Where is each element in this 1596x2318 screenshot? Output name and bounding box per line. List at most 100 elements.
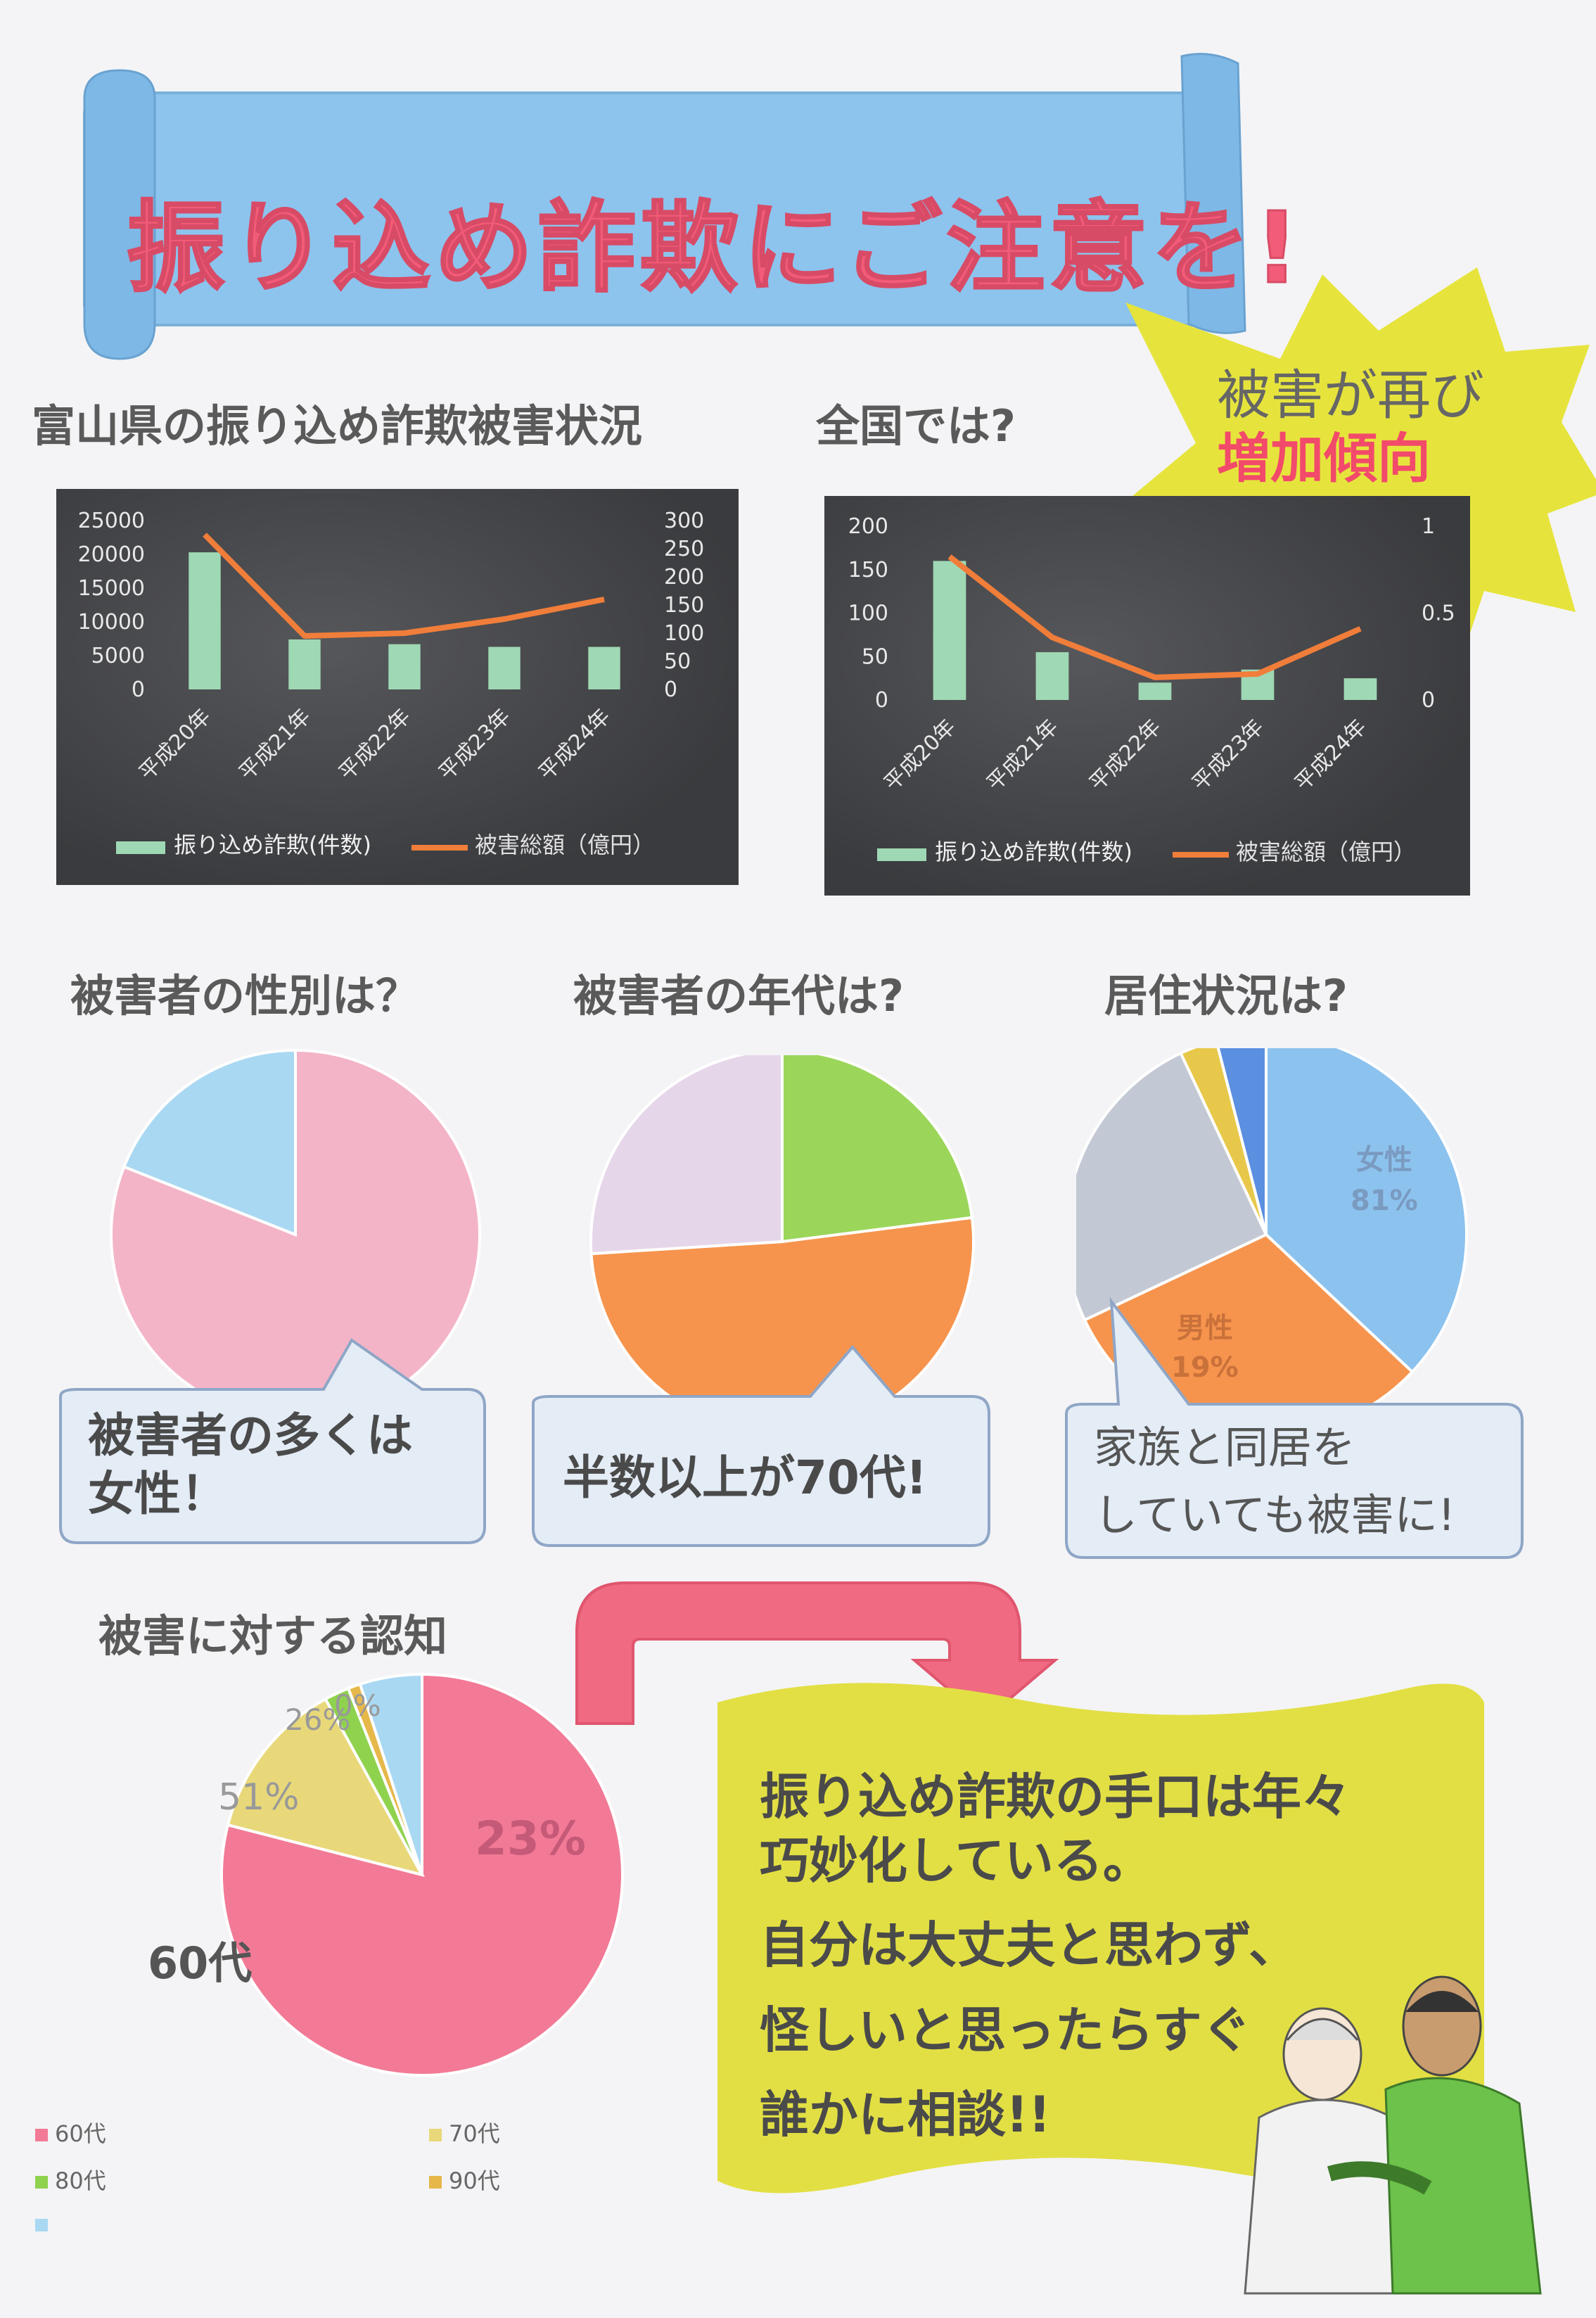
starburst-line2: 増加傾向 bbox=[1217, 427, 1431, 490]
legend-bar-swatch bbox=[877, 848, 926, 861]
y-left-tick-label: 100 bbox=[848, 601, 888, 626]
y-right-tick-label: 0 bbox=[664, 677, 677, 702]
bar bbox=[1035, 652, 1069, 700]
callout-gender bbox=[59, 1338, 486, 1544]
legend-aware-0: 60代 bbox=[35, 2116, 106, 2148]
callout-residence-text: 家族と同居を していても被害に! bbox=[1094, 1414, 1455, 1549]
heading-toyama: 富山県の振り込め詐欺被害状況 bbox=[32, 400, 643, 452]
chart-toyama: 0 5000 10000 15000 20000 25000 0 50 100 150 200 250… bbox=[56, 489, 739, 885]
banner-title: 振り込め詐欺にご注意を! bbox=[125, 191, 1304, 307]
bar bbox=[288, 639, 321, 689]
pie-slice bbox=[589, 1055, 784, 1256]
callout-residence-line2: していても被害に! bbox=[1094, 1489, 1456, 1541]
line-series bbox=[947, 554, 1362, 680]
res-couple-name: 女性 bbox=[1355, 1144, 1412, 1176]
pie-slice bbox=[1178, 1048, 1268, 1235]
callout-gender-text: 被害者の多くは 女性！ bbox=[88, 1407, 413, 1523]
advice-line1: 振り込め詐欺の手口は年々 bbox=[760, 1768, 1351, 1826]
y-right-tick-label: 0 bbox=[1422, 688, 1435, 713]
y-right-tick-label: 0.5 bbox=[1422, 601, 1455, 626]
legend-aware-3: 90代 bbox=[429, 2163, 500, 2196]
y-right-tick-label: 300 bbox=[664, 509, 704, 533]
y-left-tick-label: 0 bbox=[132, 677, 145, 702]
x-tick-label: 平成23年 bbox=[434, 704, 515, 785]
x-tick-label: 平成20年 bbox=[879, 715, 960, 796]
aware-13-pct: 51% bbox=[218, 1776, 300, 1819]
y-left-tick-label: 150 bbox=[848, 558, 888, 582]
pie-slice bbox=[1076, 1051, 1268, 1323]
y-left-tick-label: 50 bbox=[862, 644, 888, 669]
pie-slice bbox=[781, 1055, 974, 1244]
bar bbox=[933, 561, 966, 700]
aware-main-label: 60代 bbox=[148, 1937, 253, 1989]
y-left-tick-label: 15000 bbox=[78, 576, 145, 601]
legend-aware-1: 70代 bbox=[429, 2116, 500, 2148]
x-tick-label: 平成24年 bbox=[534, 704, 615, 785]
legend-aware-1-text: 70代 bbox=[449, 2120, 500, 2147]
res-alone-pct: 19% bbox=[1171, 1351, 1239, 1384]
y-right-tick-label: 1 bbox=[1422, 514, 1435, 539]
aware-2-pct: 26% bbox=[285, 1702, 351, 1737]
callout-age-text: 半数以上が70代! bbox=[563, 1451, 927, 1505]
arrow-icon bbox=[575, 1581, 1059, 1725]
callout-age bbox=[532, 1344, 990, 1547]
banner bbox=[83, 53, 1246, 360]
legend-aware-3-text: 90代 bbox=[449, 2167, 500, 2194]
y-left-tick-label: 10000 bbox=[78, 610, 145, 635]
advice-line2: 巧妙化している。 bbox=[760, 1831, 1152, 1890]
y-right-tick-label: 150 bbox=[664, 593, 704, 618]
y-left-tick-label: 0 bbox=[875, 688, 888, 713]
callout-gender-line1: 被害者の多くは bbox=[88, 1408, 413, 1463]
pie-slice bbox=[226, 1697, 425, 1878]
legend-swatch bbox=[429, 2129, 442, 2141]
legend-bar-swatch bbox=[116, 841, 165, 854]
advice-line5: 誰かに相談!! bbox=[760, 2086, 1051, 2144]
legend-bar-label: 振り込め詐欺(件数) bbox=[935, 839, 1132, 865]
bar bbox=[388, 644, 421, 689]
legend-aware-2: 80代 bbox=[35, 2163, 106, 2196]
legend-line-label: 被害総額（億円） bbox=[475, 832, 655, 858]
legend-aware-2-text: 80代 bbox=[55, 2167, 106, 2194]
x-tick-label: 平成24年 bbox=[1290, 715, 1371, 796]
pie-slice bbox=[122, 1048, 297, 1237]
y-left-tick-label: 200 bbox=[848, 514, 888, 539]
legend-aware-0-text: 60代 bbox=[55, 2120, 106, 2147]
chart-national: 0 50 100 150 200 0 0.5 1 平成20年 平成21年 平成22年 平成23年 平成2… bbox=[824, 496, 1470, 896]
advice-line3: 自分は大丈夫と思わず、 bbox=[760, 1916, 1298, 1974]
chart-national-svg: 0 50 100 150 200 0 0.5 1 平成20年 平成21年 平成22年 平成23年 平成2… bbox=[848, 514, 1455, 865]
heading-awareness: 被害に対する認知 bbox=[98, 1610, 448, 1662]
y-left-tick-label: 5000 bbox=[91, 644, 145, 668]
heading-gender: 被害者の性別は？ bbox=[70, 970, 420, 1021]
callout-residence bbox=[1065, 1297, 1524, 1559]
res-couple-label: 女性 81% bbox=[1351, 1140, 1418, 1221]
heading-age: 被害者の年代は? bbox=[573, 970, 904, 1021]
pie-slice bbox=[358, 1672, 423, 1876]
pie-awareness bbox=[220, 1672, 624, 2077]
pie-slice bbox=[1216, 1048, 1268, 1235]
legend-aware-4 bbox=[35, 2210, 55, 2237]
y-right-tick-label: 100 bbox=[664, 621, 704, 646]
bar bbox=[1343, 678, 1377, 700]
line-series bbox=[203, 533, 605, 639]
res-alone-name: 男性 bbox=[1176, 1312, 1233, 1344]
x-tick-label: 平成22年 bbox=[334, 704, 415, 785]
pie-slice bbox=[1265, 1048, 1468, 1374]
aware-79-pct: 23% bbox=[475, 1811, 586, 1866]
legend-bar-label: 振り込め詐欺(件数) bbox=[174, 832, 371, 858]
legend-line-label: 被害総額（億円） bbox=[1236, 839, 1416, 865]
bar bbox=[488, 647, 521, 689]
chart-toyama-svg: 0 5000 10000 15000 20000 25000 0 50 100 150 200 250… bbox=[78, 509, 705, 858]
x-tick-label: 平成21年 bbox=[234, 704, 315, 785]
x-tick-label: 平成21年 bbox=[982, 715, 1063, 796]
legend-swatch bbox=[35, 2176, 48, 2189]
legend-swatch bbox=[35, 2129, 48, 2141]
heading-national: 全国では? bbox=[816, 400, 1016, 452]
y-right-tick-label: 50 bbox=[664, 649, 691, 674]
y-right-tick-label: 200 bbox=[664, 565, 704, 590]
heading-residence: 居住状況は? bbox=[1104, 970, 1348, 1021]
legend-swatch bbox=[429, 2176, 442, 2189]
legend-swatch bbox=[35, 2219, 48, 2231]
res-alone-label: 男性 19% bbox=[1171, 1308, 1239, 1387]
callout-gender-line2: 女性！ bbox=[88, 1466, 227, 1521]
bar bbox=[1138, 682, 1172, 700]
